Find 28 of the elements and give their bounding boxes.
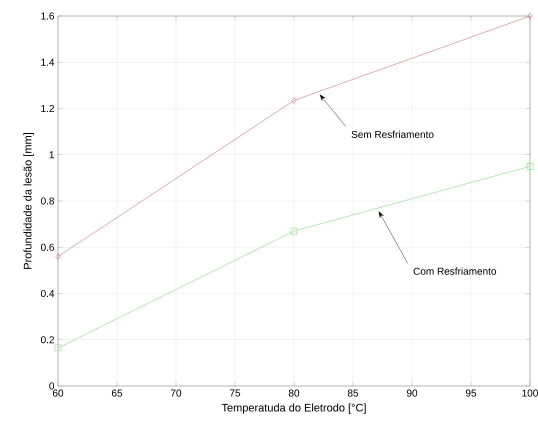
y-tick-label: 1 (50, 151, 54, 158)
annotation: Com Resfriamento (414, 267, 496, 275)
point (56, 253, 60, 260)
x-tick-label: 75 (230, 390, 240, 397)
point (292, 97, 296, 104)
y-tick-label: 0.4 (40, 290, 54, 298)
y-tick-label: 1.4 (41, 58, 54, 66)
point (54, 344, 62, 352)
x-tick-label: 85 (348, 390, 358, 397)
y-tick-label: 0.6 (40, 244, 54, 251)
x-tick-label: 60 (52, 390, 64, 397)
point (528, 12, 532, 20)
y-tick-label: 1.2 (41, 105, 54, 112)
point (526, 163, 534, 170)
x-tick-label: 65 (112, 390, 122, 397)
y-tick-label: 1.6 (41, 12, 54, 20)
y-tick-label: 0.8 (40, 197, 54, 205)
x-tick-label: 80 (288, 390, 300, 397)
y-axis-title: Profundidade da lesão [mm] (23, 133, 34, 269)
x-tick-label: 90 (406, 390, 418, 397)
point (290, 228, 298, 234)
x-axis-title: Temperatuda do Eletrodo [°C] (222, 403, 366, 414)
x-tick-label: 70 (170, 390, 182, 397)
x-tick-label: 100 (522, 390, 538, 397)
annotation: Sem Resfriamento (352, 130, 434, 138)
x-tick-label: 95 (466, 390, 476, 397)
y-tick-label: 0.2 (40, 336, 54, 344)
y-tick-label: 0 (49, 382, 54, 390)
